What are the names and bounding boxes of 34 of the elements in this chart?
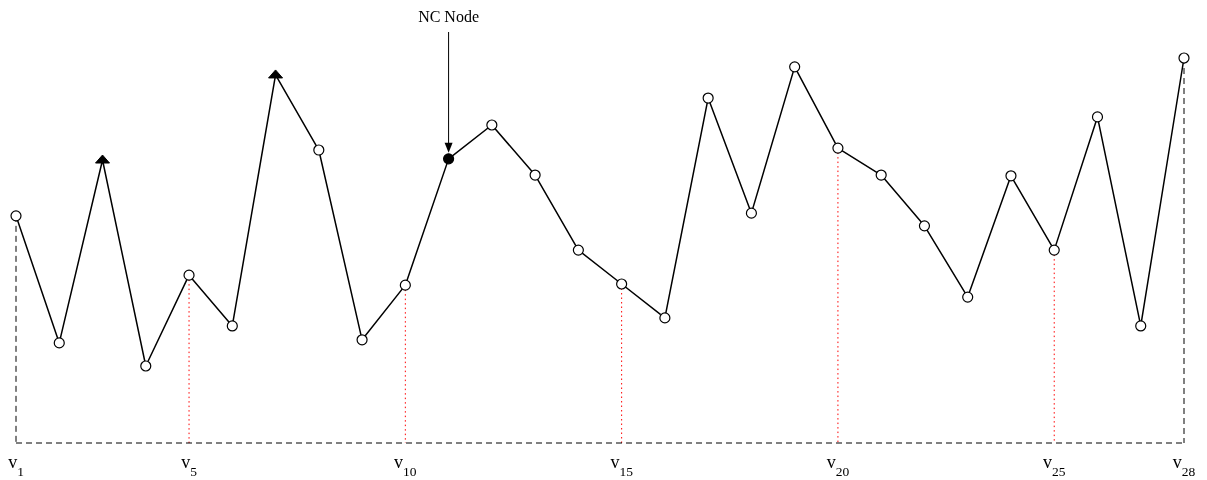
point xyxy=(10,210,22,222)
point xyxy=(399,279,411,291)
point xyxy=(659,312,671,324)
point xyxy=(875,169,887,181)
point xyxy=(140,360,152,372)
point xyxy=(572,244,584,256)
point xyxy=(313,144,325,156)
text: NC Node xyxy=(418,8,480,25)
point xyxy=(832,142,844,154)
point xyxy=(1178,52,1190,64)
point xyxy=(442,153,455,165)
point xyxy=(53,337,65,349)
point xyxy=(183,269,195,281)
point xyxy=(616,278,628,290)
point xyxy=(789,61,801,73)
point xyxy=(702,92,714,104)
x-tick-label: v$_{5}$ xyxy=(181,452,198,479)
point xyxy=(1135,320,1147,332)
x-tick-label: v$_{10}$ xyxy=(394,452,417,479)
point xyxy=(1091,111,1104,123)
point xyxy=(745,207,758,219)
point xyxy=(529,169,541,181)
x-tick-label: v$_{20}$ xyxy=(826,452,850,479)
x-tick-label: v$_{25}$ xyxy=(1042,452,1066,479)
point xyxy=(918,220,931,232)
point xyxy=(1005,170,1017,182)
x-tick-label: v$_{1}$ xyxy=(8,452,24,479)
point xyxy=(962,291,974,303)
point xyxy=(486,119,498,131)
point xyxy=(1048,244,1060,256)
x-tick-label: v$_{28}$ xyxy=(1172,452,1196,479)
point xyxy=(226,320,238,332)
x-tick-label: v$_{15}$ xyxy=(610,452,634,479)
point xyxy=(356,334,368,346)
